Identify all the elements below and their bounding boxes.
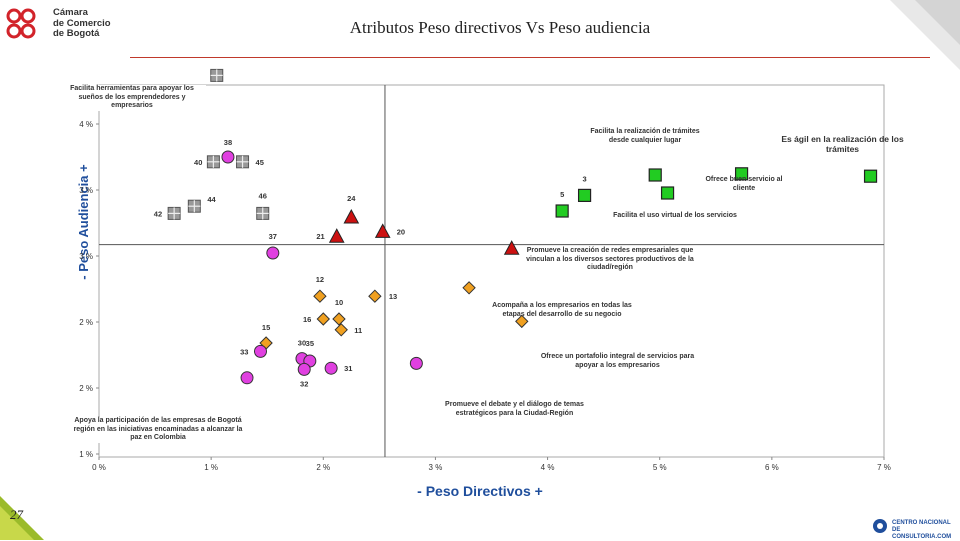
annotation-virtual-services: Facilita el uso virtual de los servicios [613,212,737,219]
point-label: 42 [154,209,162,218]
y-tick-label: 1 % [79,450,93,459]
red-triangle-point [343,208,360,224]
annotation-debate-dialogue: Promueve el debate y el diálogo de temas… [445,401,584,417]
annotation-tools-entrepreneurs: Facilita herramientas para apoyar los su… [58,85,206,111]
x-tick-label: 3 % [429,463,443,472]
chamber-name-line-2: de Comercio [53,17,111,29]
y-tick-label: 2 % [79,318,93,327]
orange-diamond-point [462,281,476,295]
page-corner-decoration [0,496,44,540]
point-label: 12 [316,275,324,284]
point-label: 37 [269,232,277,241]
consultancy-name-line-1: CENTRO NACIONAL [892,520,951,526]
annotation-remote-procedures: Facilita la realización de trámites desd… [590,128,700,144]
y-tick-label: 4 % [79,120,93,129]
x-tick-label: 6 % [765,463,779,472]
magenta-circle-point [324,361,338,375]
annotation-business-networks: Promueve la creación de redes empresaria… [526,247,694,271]
point-label: 45 [256,158,264,167]
x-tick-label: 7 % [877,463,891,472]
point-label: 11 [354,326,362,335]
chamber-name: Cámara de Comercio de Bogotá [53,7,111,40]
orange-diamond-point [313,289,327,303]
magenta-circle-point [221,150,235,164]
x-tick-label: 2 % [316,463,330,472]
point-label: 5 [560,190,564,199]
x-tick-label: 1 % [204,463,218,472]
point-label: 24 [347,194,356,203]
point-label: 38 [224,138,232,147]
point-label: 35 [306,339,314,348]
orange-diamond-point [515,314,529,329]
magenta-circle-point [240,371,254,385]
chamber-logo-icon [6,8,36,39]
x-tick-label: 5 % [653,463,667,472]
chamber-name-line-3: de Bogotá [53,28,100,39]
x-axis-label: - Peso Directivos + [417,483,543,499]
consultancy-logo: CENTRO NACIONAL DE CONSULTORIA.COM [872,518,958,541]
point-label: 40 [194,158,202,167]
point-label: 33 [240,347,248,356]
point-label: 30 [298,339,306,348]
orange-diamond-point [332,312,346,326]
chamber-name-line-1: Cámara [53,7,88,18]
green-square-point [660,186,675,200]
point-label: 20 [397,227,405,236]
magenta-circle-point [253,344,267,358]
green-square-point [577,188,592,202]
annotation-integral-portfolio: Ofrece un portafolio integral de servici… [540,353,695,369]
point-label: 16 [303,315,311,324]
consultancy-name: CENTRO NACIONAL DE CONSULTORIA.COM [892,520,958,541]
red-triangle-point [328,228,345,243]
consultancy-name-line-2: DE CONSULTORIA.COM [892,527,952,540]
orange-diamond-point [368,289,382,303]
y-tick-label: 2 % [79,384,93,393]
title-divider [130,57,930,58]
point-label: 31 [344,364,352,373]
corner-decoration [890,0,960,70]
y-tick-label: 3 % [79,252,93,261]
point-label: 44 [207,195,216,204]
plot-area [98,84,885,458]
point-label: 46 [259,191,267,200]
orange-diamond-point [334,323,348,337]
page-number: 27 [10,507,23,522]
annotation-business-stages: Acompaña a los empresarios en todas las … [492,302,632,318]
point-label: 13 [389,292,397,301]
annotation-peace-participation: Apoya la participación de las empresas d… [72,417,244,443]
green-square-point [555,204,569,218]
x-tick-label: 0 % [92,463,106,472]
red-triangle-point [374,223,391,238]
point-label: 10 [335,298,343,307]
annotation-agile-procedures: Es ágil en la realización de los trámite… [781,134,904,154]
green-square-point [734,167,749,181]
y-tick-label: 3 % [79,186,93,195]
annotation-customer-service: Ofrece buen servicio al cliente [705,176,783,192]
point-label: 15 [262,323,270,332]
magenta-circle-point [297,362,311,376]
slide-title: Atributos Peso directivos Vs Peso audien… [349,18,651,37]
chamber-logo: Cámara de Comercio de Bogotá [6,7,116,42]
green-square-point [648,168,662,182]
orange-diamond-point [316,312,330,326]
red-triangle-point [503,240,520,255]
x-tick-label: 4 % [541,463,555,472]
consultancy-logo-icon [873,519,887,533]
point-label: 3 [582,174,586,183]
point-label: 32 [300,379,308,388]
magenta-circle-point [266,246,280,260]
green-square-point [863,169,878,183]
magenta-circle-point [409,356,423,370]
point-label: 21 [316,232,324,241]
